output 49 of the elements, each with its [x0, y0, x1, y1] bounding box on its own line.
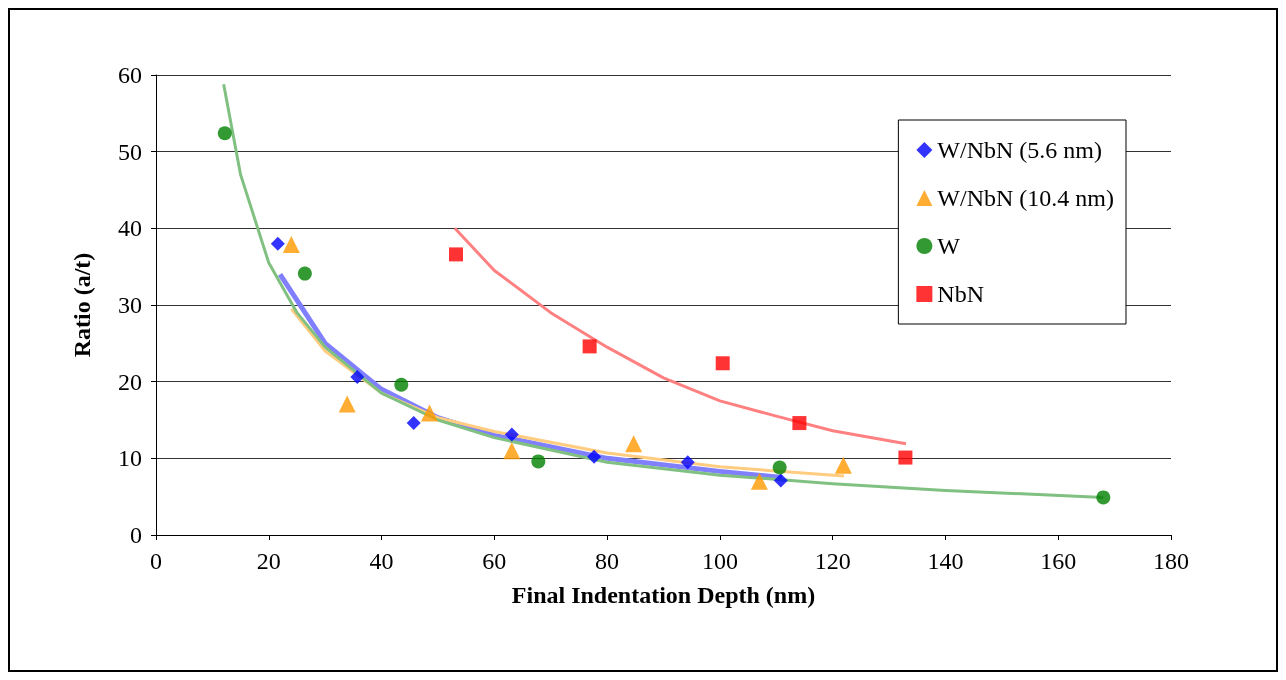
x-tick-label: 80 [595, 548, 620, 574]
point [448, 247, 463, 262]
point [582, 339, 597, 354]
point [282, 235, 300, 253]
y-tick-label: 30 [118, 292, 142, 318]
y-tick-label: 50 [118, 138, 142, 165]
legend-label: W [937, 233, 961, 259]
point [1096, 490, 1111, 505]
x-tick-label: 40 [369, 548, 394, 574]
y-tick-label: 60 [118, 62, 142, 88]
y-tick-label: 20 [118, 368, 142, 395]
point [772, 460, 787, 475]
point [750, 472, 768, 490]
x-tick-label: 160 [1040, 548, 1077, 574]
point [297, 266, 312, 281]
point [394, 377, 409, 392]
y-tick-label: 40 [118, 215, 142, 242]
point [270, 236, 285, 251]
x-tick-label: 100 [701, 548, 738, 574]
x-tick-label: 120 [814, 548, 851, 574]
point [531, 454, 546, 469]
legend-label: W/NbN (10.4 nm) [937, 185, 1114, 211]
x-tick-label: 140 [927, 548, 964, 574]
point [625, 435, 643, 453]
point [420, 404, 438, 422]
point [350, 370, 365, 385]
y-axis-title: Ratio (a/t) [69, 252, 95, 358]
point [587, 449, 602, 464]
x-tick-label: 60 [482, 548, 507, 574]
legend-label: NbN [937, 281, 985, 307]
x-tick-label: 180 [1153, 548, 1189, 574]
point [504, 427, 519, 442]
point [773, 473, 788, 488]
point [406, 416, 421, 431]
x-tick-label: 0 [150, 548, 162, 574]
point [834, 456, 852, 474]
line-series [453, 226, 908, 446]
point [503, 442, 521, 460]
point [898, 450, 913, 465]
x-tick-label: 20 [256, 548, 281, 574]
point [792, 416, 807, 431]
x-axis-title: Final Indentation Depth (nm) [511, 582, 816, 608]
legend-label: W/NbN (5.6 nm) [937, 137, 1102, 163]
y-tick-label: 10 [118, 445, 142, 472]
point [217, 126, 232, 141]
y-tick-label: 0 [130, 522, 142, 548]
point [338, 395, 356, 413]
point [680, 455, 695, 470]
point [715, 356, 730, 371]
